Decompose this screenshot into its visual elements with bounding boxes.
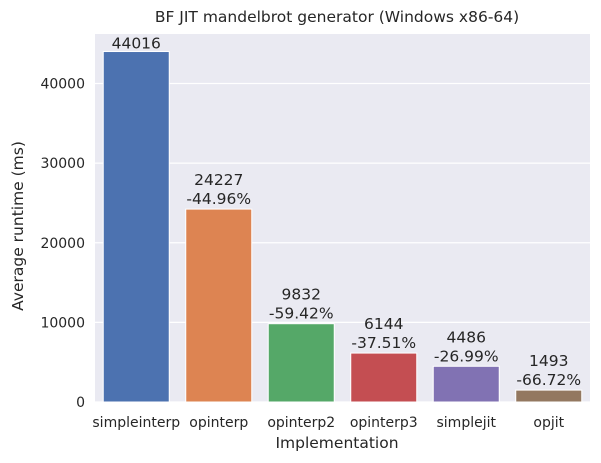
bars (102, 51, 583, 403)
value-label-opinterp3: 6144 (364, 315, 403, 333)
bar-opinterp2 (267, 323, 335, 403)
value-label-opinterp: 24227 (194, 171, 243, 189)
y-tick-label-4: 40000 (40, 77, 85, 93)
bar-simplejit (432, 365, 500, 403)
plot-area (95, 34, 590, 402)
change-label-opinterp2: -59.42% (269, 305, 334, 323)
x-tick-labels: simpleinterp opinterp opinterp2 opinterp3 si… (92, 415, 564, 431)
y-tick-labels: 0 10000 20000 30000 40000 (40, 77, 85, 411)
bar-opjit (515, 389, 583, 403)
y-axis-label: Average runtime (ms) (9, 141, 27, 311)
value-label-opinterp2: 9832 (282, 286, 321, 304)
data-labels: 44016 24227-44.96% 9832-59.42% 6144-37.51% 4… (112, 35, 582, 390)
x-tick-label-opinterp: opinterp (189, 415, 248, 431)
y-tick-label-1: 10000 (40, 315, 85, 331)
change-label-opjit: -66.72% (516, 371, 581, 389)
x-tick-label-simplejit: simplejit (437, 415, 497, 431)
bar-opinterp3 (350, 352, 418, 403)
x-axis-label: Implementation (275, 434, 398, 452)
x-tick-label-opinterp2: opinterp2 (267, 415, 335, 431)
x-tick-label-opinterp3: opinterp3 (350, 415, 418, 431)
bar-opinterp (185, 208, 253, 403)
gridlines (95, 82, 590, 403)
x-tick-label-simpleinterp: simpleinterp (92, 415, 180, 431)
y-tick-label-0: 0 (76, 395, 85, 411)
change-label-opinterp: -44.96% (186, 190, 251, 208)
chart-title: BF JIT mandelbrot generator (Windows x86… (155, 8, 519, 26)
value-label-simpleinterp: 44016 (112, 35, 161, 53)
x-tick-label-opjit: opjit (533, 415, 564, 431)
bar-simpleinterp (102, 51, 170, 403)
y-tick-label-3: 30000 (40, 156, 85, 172)
value-label-simplejit: 4486 (447, 328, 486, 346)
y-tick-label-2: 20000 (40, 236, 85, 252)
change-label-simplejit: -26.99% (434, 347, 499, 365)
value-label-opjit: 1493 (529, 352, 568, 370)
change-label-opinterp3: -37.51% (351, 334, 416, 352)
